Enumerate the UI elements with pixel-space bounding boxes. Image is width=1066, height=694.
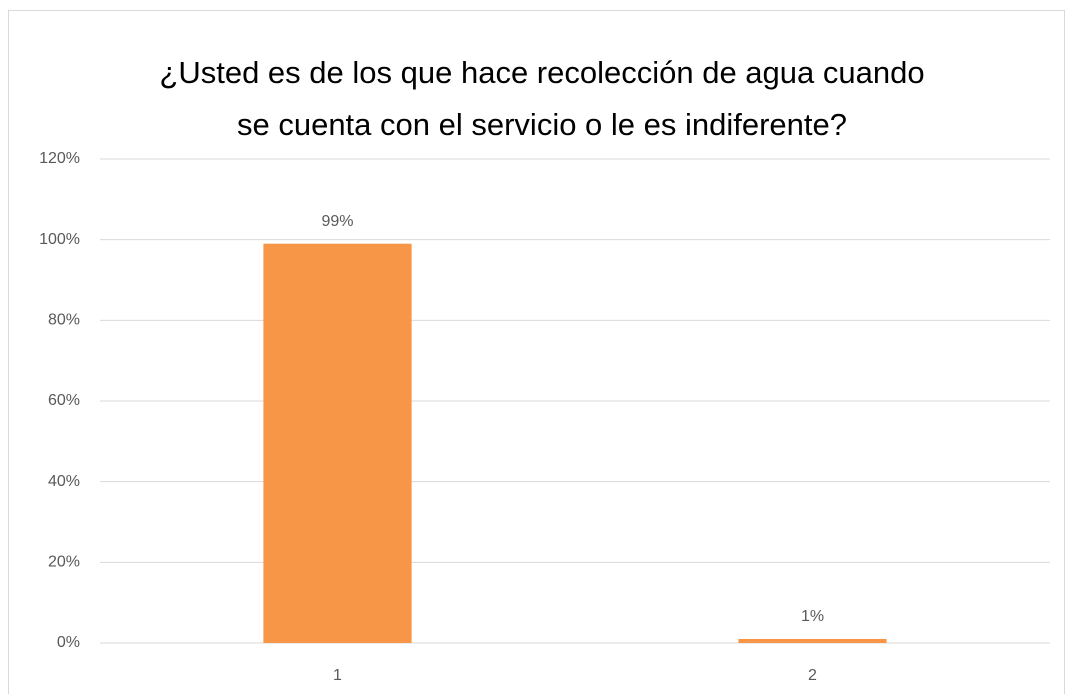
- chart-title: ¿Usted es de los que hace recolección de…: [159, 55, 924, 90]
- chart-frame: [8, 10, 1065, 694]
- data-label: 1%: [801, 608, 824, 625]
- x-tick-label: 1: [333, 667, 342, 684]
- y-tick-label: 120%: [39, 150, 80, 167]
- y-tick-label: 80%: [48, 312, 80, 329]
- bar: [263, 243, 412, 643]
- x-tick-label: 2: [808, 667, 817, 684]
- y-tick-label: 40%: [48, 473, 80, 490]
- y-tick-label: 60%: [48, 392, 80, 409]
- chart-title: se cuenta con el servicio o le es indife…: [237, 107, 847, 142]
- data-label: 99%: [321, 213, 353, 230]
- y-tick-label: 100%: [39, 231, 80, 248]
- bar: [738, 638, 887, 643]
- y-tick-label: 20%: [48, 554, 80, 571]
- y-tick-label: 0%: [57, 634, 80, 651]
